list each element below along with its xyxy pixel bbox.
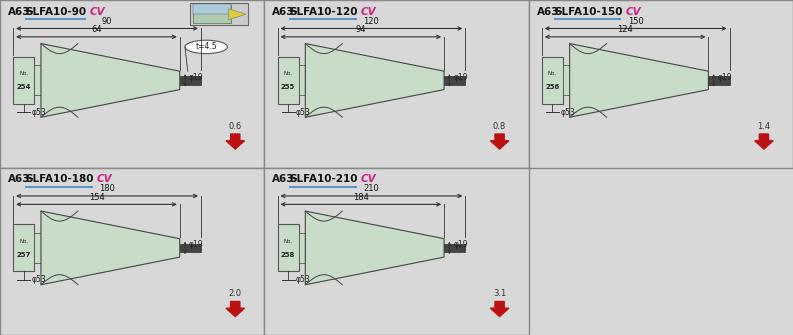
Bar [193,4,231,14]
Text: 3.1: 3.1 [493,289,506,298]
Text: CV: CV [90,7,105,17]
Bar [34,65,41,95]
Text: φ19: φ19 [718,73,732,81]
Bar [34,233,41,263]
Bar [542,57,563,104]
Text: φ53: φ53 [296,108,311,117]
Text: 2.0: 2.0 [228,289,242,298]
Bar [180,76,201,84]
Text: SLFA10-150: SLFA10-150 [554,7,623,17]
Text: CV: CV [361,7,377,17]
FancyArrow shape [226,134,244,149]
Text: φ19: φ19 [454,73,468,81]
Text: 184: 184 [353,193,369,202]
Polygon shape [228,9,246,20]
Text: 254: 254 [17,84,31,90]
Text: 258: 258 [281,252,295,258]
Text: φ53: φ53 [32,275,47,284]
Text: 255: 255 [281,84,295,90]
Text: A63-: A63- [272,7,299,17]
Bar [13,224,34,271]
Text: φ53: φ53 [296,275,311,284]
Text: CV: CV [625,7,641,17]
Polygon shape [305,211,444,285]
Text: 1.4: 1.4 [757,122,771,131]
Text: No.: No. [284,71,293,76]
Bar [444,76,465,84]
Text: 90: 90 [102,17,113,26]
Bar [299,233,305,263]
Bar [193,5,231,23]
Text: No.: No. [19,239,29,244]
Polygon shape [305,44,444,117]
Text: CV: CV [97,174,112,184]
FancyArrow shape [490,302,509,317]
FancyArrow shape [490,134,509,149]
Text: 94: 94 [355,25,366,34]
Polygon shape [41,211,180,285]
Polygon shape [569,44,708,117]
Bar [444,244,465,252]
Text: A63-: A63- [272,174,299,184]
Text: SLFA10-120: SLFA10-120 [289,7,358,17]
Text: A63-: A63- [537,7,563,17]
Bar [180,244,201,252]
Ellipse shape [185,40,228,54]
Bar [278,224,299,271]
Bar [708,76,730,84]
Text: A63-: A63- [8,7,35,17]
Text: 150: 150 [628,17,644,26]
Text: 0.6: 0.6 [228,122,242,131]
Text: 120: 120 [363,17,379,26]
FancyArrow shape [226,302,244,317]
Text: 257: 257 [17,252,31,258]
Text: φ53: φ53 [32,108,47,117]
FancyArrow shape [755,134,773,149]
Bar [278,57,299,104]
Text: No.: No. [548,71,557,76]
Bar [13,57,34,104]
Text: SLFA10-210: SLFA10-210 [289,174,358,184]
Text: 180: 180 [99,185,115,194]
Polygon shape [41,44,180,117]
Text: 124: 124 [617,25,633,34]
Bar [190,3,248,25]
Text: A63-: A63- [8,174,35,184]
Text: φ19: φ19 [189,73,204,81]
Text: 0.8: 0.8 [493,122,506,131]
Text: t=4.5: t=4.5 [195,43,217,51]
Text: 64: 64 [91,25,102,34]
Bar [563,65,569,95]
Text: No.: No. [284,239,293,244]
Text: SLFA10-180: SLFA10-180 [25,174,94,184]
Text: 210: 210 [363,185,379,194]
Text: 256: 256 [546,84,560,90]
Text: φ19: φ19 [454,240,468,249]
Text: No.: No. [19,71,29,76]
Text: 154: 154 [89,193,105,202]
Text: SLFA10-90: SLFA10-90 [25,7,86,17]
Text: CV: CV [361,174,377,184]
Text: φ19: φ19 [189,240,204,249]
Text: φ53: φ53 [561,108,575,117]
Bar [299,65,305,95]
